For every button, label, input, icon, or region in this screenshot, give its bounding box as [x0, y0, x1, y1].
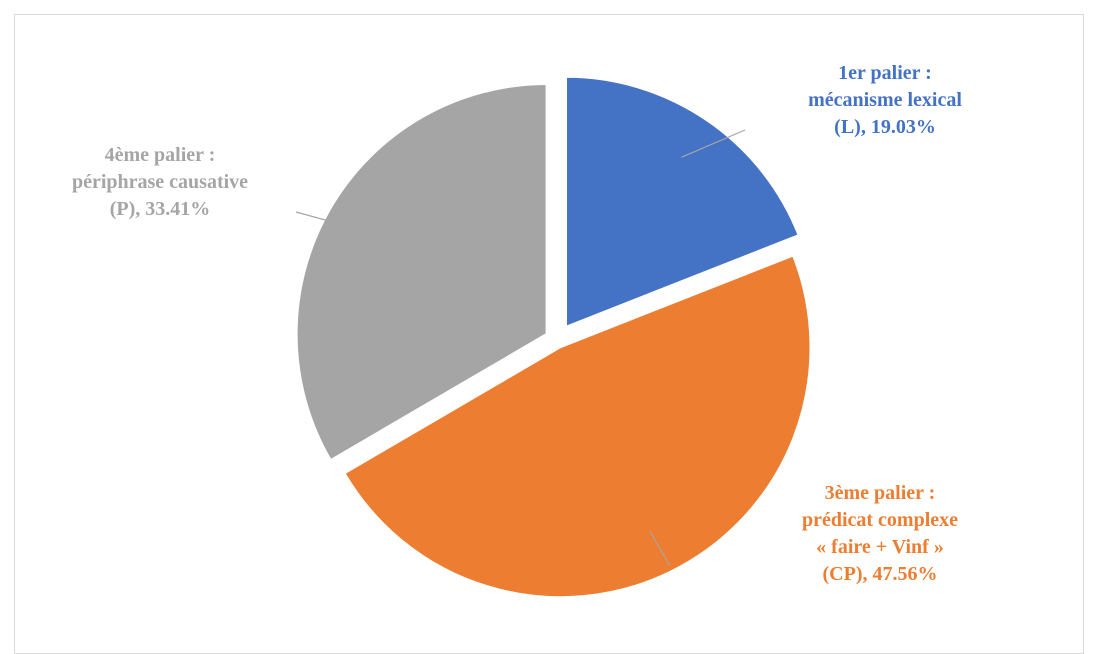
slice-label-lexical-line-3: (L), 19.03% [834, 116, 936, 138]
slice-label-periphrase-line-2: périphrase causative [71, 171, 249, 193]
slice-label-periphrase: 4ème palier : périphrase causative (P), … [40, 142, 280, 223]
slice-periphrase [295, 83, 548, 462]
slice-label-complex-predicate-line-1: 3ème palier : [824, 482, 936, 504]
slice-label-lexical-line-2: mécanisme lexical [808, 89, 962, 111]
slice-complex-predicate-leader-line [649, 531, 671, 567]
slice-lexical [565, 75, 800, 329]
slice-complex-predicate [343, 254, 812, 599]
slice-label-lexical-line-1: 1er palier : [838, 62, 932, 84]
slice-label-periphrase-line-1: 4ème palier : [104, 144, 216, 166]
slice-label-complex-predicate-line-4: (CP), 47.56% [822, 563, 938, 585]
slice-label-complex-predicate-line-2: prédicat complexe [801, 509, 959, 531]
slice-lexical-leader-line [681, 129, 746, 158]
slice-label-lexical: 1er palier : mécanisme lexical (L), 19.0… [770, 60, 1000, 141]
slice-label-complex-predicate-line-3: « faire + Vinf » [816, 536, 944, 558]
slice-label-periphrase-line-3: (P), 33.41% [109, 198, 211, 220]
slice-periphrase-leader-line [295, 211, 369, 233]
slice-label-complex-predicate: 3ème palier : prédicat complexe « faire … [765, 480, 995, 588]
